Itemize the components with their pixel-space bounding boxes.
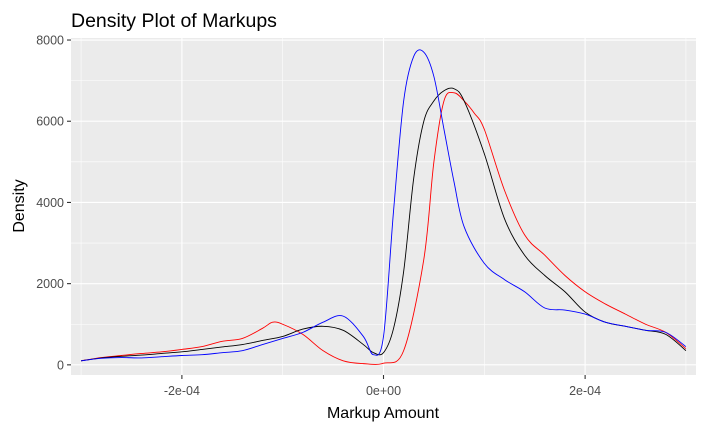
y-tick-label: 4000 [36, 196, 64, 210]
density-line-black [81, 87, 687, 362]
x-axis: -2e-04 0e+00 2e-04 [164, 375, 601, 398]
y-tick-label: 2000 [36, 277, 64, 291]
density-line-red [81, 91, 687, 365]
y-tick-label: 6000 [36, 115, 64, 129]
y-axis: 0 2000 4000 6000 8000 [36, 34, 71, 372]
y-tick-label: 0 [57, 358, 64, 372]
x-tick-label: 0e+00 [366, 384, 401, 398]
chart-title: Density Plot of Markups [71, 10, 277, 32]
density-line-blue [81, 49, 687, 362]
x-tick-label: 2e-04 [569, 384, 601, 398]
y-tick-label: 8000 [36, 34, 64, 48]
series-layer [81, 49, 687, 365]
y-axis-label: Density [11, 179, 28, 232]
major-gridlines [71, 38, 696, 375]
x-tick-label: -2e-04 [164, 384, 200, 398]
x-axis-label: Markup Amount [327, 405, 440, 422]
